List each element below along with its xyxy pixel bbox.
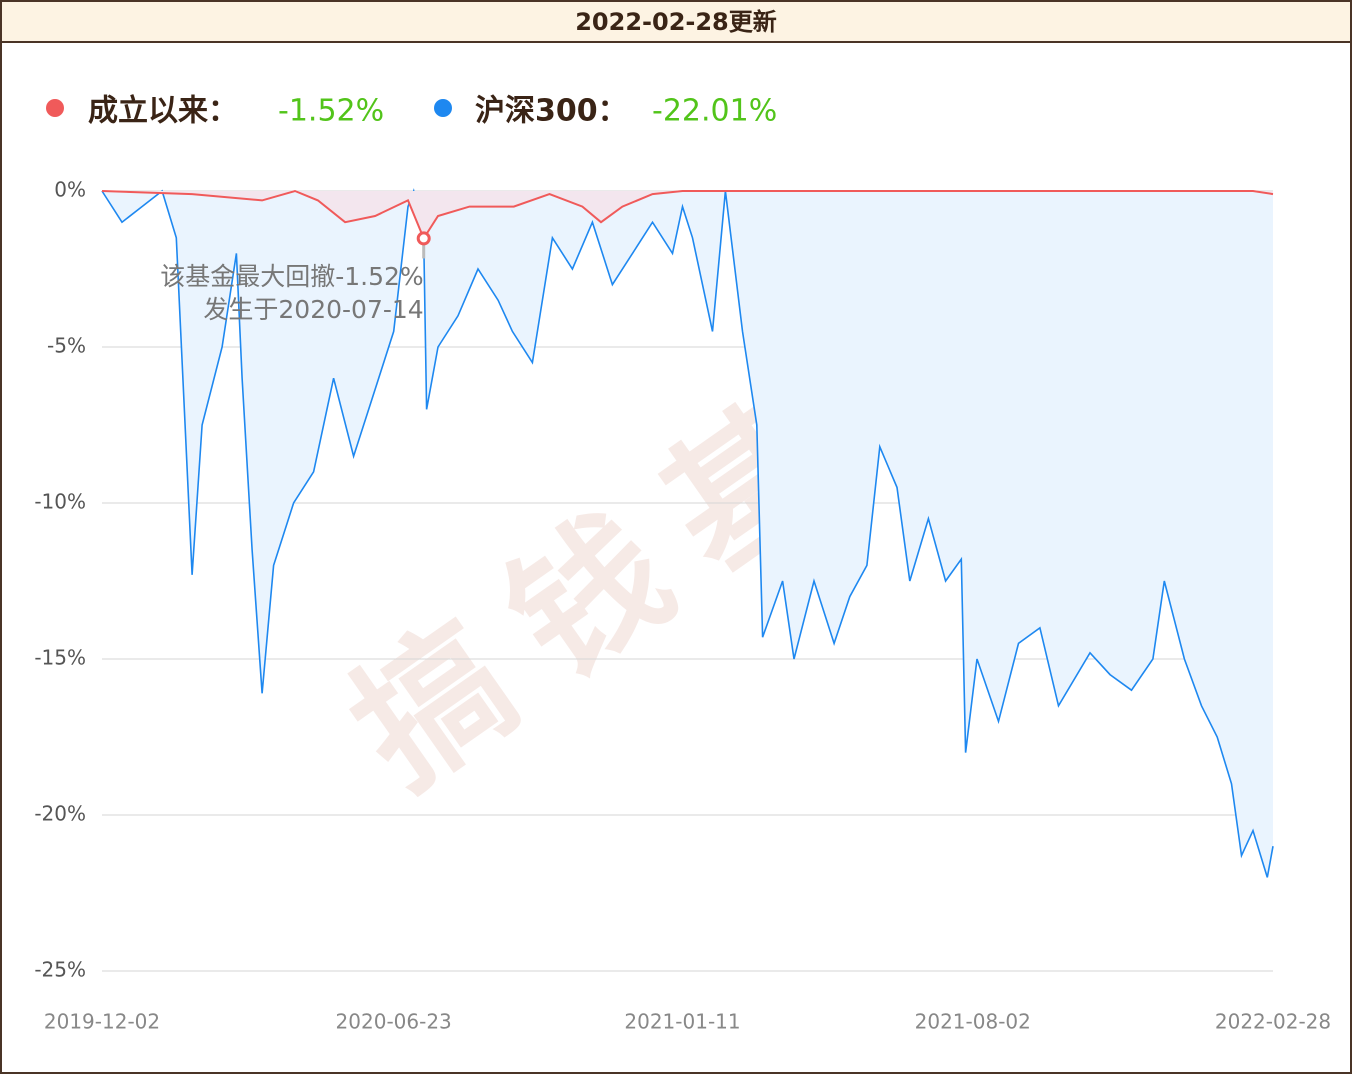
legend-marker — [434, 99, 452, 117]
annotation-text: 该基金最大回撤-1.52% — [160, 262, 423, 291]
y-tick-label: -20% — [34, 802, 86, 826]
series-area — [102, 191, 1273, 878]
legend-label: 成立以来： — [88, 94, 238, 129]
legend-value: -22.01% — [652, 94, 777, 129]
x-tick-label: 2020-06-23 — [336, 1010, 452, 1034]
x-tick-label: 2019-12-02 — [44, 1010, 160, 1034]
y-tick-label: -15% — [34, 646, 86, 670]
legend-marker — [46, 99, 64, 117]
header-bar — [2, 2, 1350, 42]
series-area — [102, 191, 1273, 239]
y-tick-label: -25% — [34, 958, 86, 982]
series-line — [101, 188, 1274, 878]
x-tick-label: 2022-02-28 — [1215, 1010, 1331, 1034]
y-tick-label: 0% — [54, 178, 86, 202]
x-tick-label: 2021-08-02 — [915, 1010, 1031, 1034]
header-title: 2022-02-28更新 — [575, 8, 777, 36]
series-line — [101, 189, 1274, 241]
annotation-text: 发生于2020-07-14 — [203, 295, 423, 324]
y-tick-label: -5% — [47, 334, 86, 358]
max-drawdown-marker — [416, 231, 431, 246]
y-tick-label: -10% — [34, 490, 86, 514]
x-tick-label: 2021-01-11 — [624, 1010, 740, 1034]
legend-value: -1.52% — [278, 94, 384, 129]
legend-label: 沪深300： — [475, 94, 628, 129]
